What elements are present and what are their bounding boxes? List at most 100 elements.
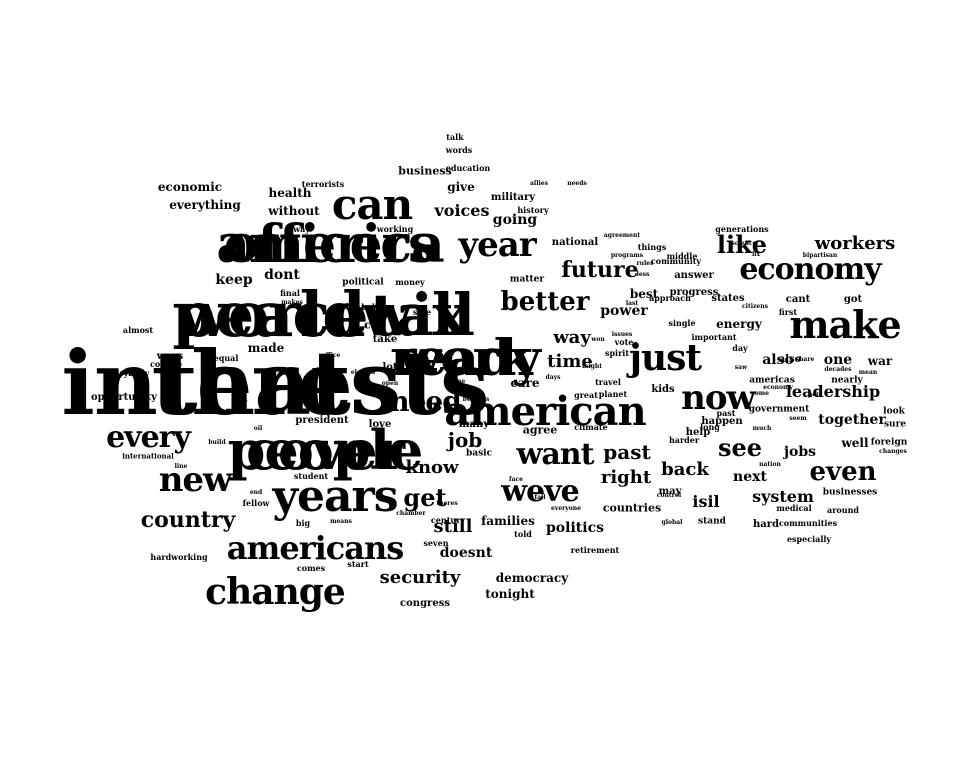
cloud-word: economic bbox=[157, 180, 223, 194]
cloud-word: well bbox=[841, 436, 869, 450]
cloud-word: education bbox=[445, 163, 491, 173]
cloud-word: military bbox=[490, 192, 536, 203]
cloud-word: without bbox=[268, 204, 320, 218]
cloud-word: face bbox=[509, 476, 523, 483]
cloud-word: rules bbox=[636, 260, 654, 267]
cloud-word: love bbox=[368, 419, 392, 430]
cloud-word: next bbox=[733, 469, 767, 485]
cloud-word: know bbox=[405, 457, 459, 478]
cloud-word: weve bbox=[501, 474, 579, 509]
cloud-word: thats bbox=[151, 331, 400, 435]
cloud-word: away bbox=[288, 224, 310, 234]
cloud-word: oil bbox=[253, 425, 263, 432]
cloud-word: will bbox=[361, 281, 475, 349]
cloud-word: benefits bbox=[462, 396, 490, 403]
cloud-word: interests bbox=[61, 331, 489, 435]
cloud-word: share bbox=[795, 356, 815, 363]
cloud-word: money bbox=[395, 277, 425, 287]
cloud-word: hardworking bbox=[150, 552, 208, 562]
cloud-word: final bbox=[280, 288, 300, 298]
cloud-word: words bbox=[445, 145, 473, 155]
cloud-word: change bbox=[205, 571, 346, 613]
cloud-word: government bbox=[748, 404, 810, 415]
cloud-word: citizens bbox=[742, 303, 768, 310]
cloud-word: way bbox=[553, 327, 591, 348]
cloud-word: first bbox=[778, 307, 798, 317]
cloud-word: agreement bbox=[603, 232, 641, 239]
cloud-word: programs bbox=[610, 252, 644, 259]
cloud-word: america bbox=[216, 214, 444, 275]
cloud-word: terrorists bbox=[301, 179, 345, 189]
cloud-word: especially bbox=[786, 534, 832, 544]
cloud-word: many bbox=[458, 419, 490, 430]
cloud-word: system bbox=[752, 487, 814, 506]
cloud-word: ways bbox=[156, 351, 184, 362]
cloud-word: around bbox=[827, 505, 859, 515]
cloud-word: national bbox=[551, 237, 599, 248]
cloud-word: can bbox=[331, 180, 413, 229]
cloud-word: give bbox=[447, 180, 475, 194]
cloud-word: makes bbox=[281, 299, 303, 306]
cloud-word: countries bbox=[602, 501, 662, 515]
cloud-word: dont bbox=[264, 267, 300, 283]
cloud-word: part bbox=[807, 391, 823, 398]
cloud-word: time bbox=[547, 351, 593, 372]
cloud-word: tonight bbox=[485, 587, 535, 601]
cloud-word: one bbox=[823, 352, 853, 368]
cloud-word: political bbox=[342, 277, 384, 288]
cloud-word: history bbox=[517, 205, 549, 215]
cloud-word: vote bbox=[614, 337, 634, 347]
cloud-word: american bbox=[444, 388, 646, 435]
cloud-word: agree bbox=[522, 423, 558, 437]
cloud-word: basic bbox=[465, 448, 493, 459]
cloud-word: economy bbox=[739, 252, 881, 287]
cloud-word: allies bbox=[530, 180, 548, 187]
cloud-word: science bbox=[731, 240, 757, 247]
cloud-word: communities bbox=[778, 518, 838, 528]
cloud-word: past bbox=[603, 440, 651, 464]
cloud-word: future bbox=[561, 257, 639, 283]
cloud-word: sure bbox=[883, 419, 907, 430]
cloud-word: even bbox=[809, 457, 877, 487]
cloud-word: opportunity bbox=[91, 392, 157, 403]
cloud-word: americas bbox=[749, 375, 795, 386]
cloud-word: health bbox=[268, 186, 312, 200]
cloud-word: big bbox=[295, 518, 311, 528]
cloud-word: americans bbox=[226, 529, 404, 567]
cloud-word: bipartisan bbox=[802, 252, 838, 259]
cloud-word: work bbox=[398, 328, 532, 387]
cloud-word: years bbox=[272, 471, 398, 522]
cloud-word: just bbox=[628, 337, 702, 379]
cloud-word: ready bbox=[390, 328, 541, 387]
cloud-word: decades bbox=[824, 366, 852, 373]
cloud-word: doesnt bbox=[439, 545, 493, 561]
cloud-word: congress bbox=[400, 598, 450, 609]
cloud-word: issues bbox=[611, 331, 633, 338]
cloud-word: need bbox=[389, 385, 462, 418]
cloud-word: cover bbox=[245, 418, 405, 482]
cloud-word: country bbox=[140, 507, 236, 533]
cloud-word: get bbox=[403, 483, 447, 512]
cloud-word: people bbox=[227, 418, 424, 482]
cloud-word: century bbox=[430, 515, 466, 525]
cloud-word: important bbox=[691, 332, 737, 342]
cloud-word: families bbox=[481, 514, 535, 528]
cloud-word: fall bbox=[534, 494, 546, 501]
cloud-word: means bbox=[330, 518, 352, 525]
cloud-word: isil bbox=[692, 492, 720, 511]
cloud-word: comes bbox=[296, 563, 326, 573]
cloud-word: might bbox=[582, 363, 602, 370]
cloud-word: businesses bbox=[822, 487, 878, 498]
cloud-word: come bbox=[751, 390, 769, 397]
cloud-word: take bbox=[372, 334, 398, 345]
cloud-word: keep bbox=[215, 272, 253, 288]
cloud-word: cant bbox=[785, 294, 811, 305]
cloud-word: needs bbox=[567, 180, 587, 187]
cloud-word: much bbox=[752, 425, 772, 432]
cloud-word: states bbox=[711, 293, 745, 304]
cloud-word: everybody bbox=[104, 368, 150, 378]
cloud-word: equal bbox=[213, 353, 239, 363]
cloud-word: kids bbox=[651, 384, 675, 395]
cloud-word: lot bbox=[382, 362, 398, 373]
